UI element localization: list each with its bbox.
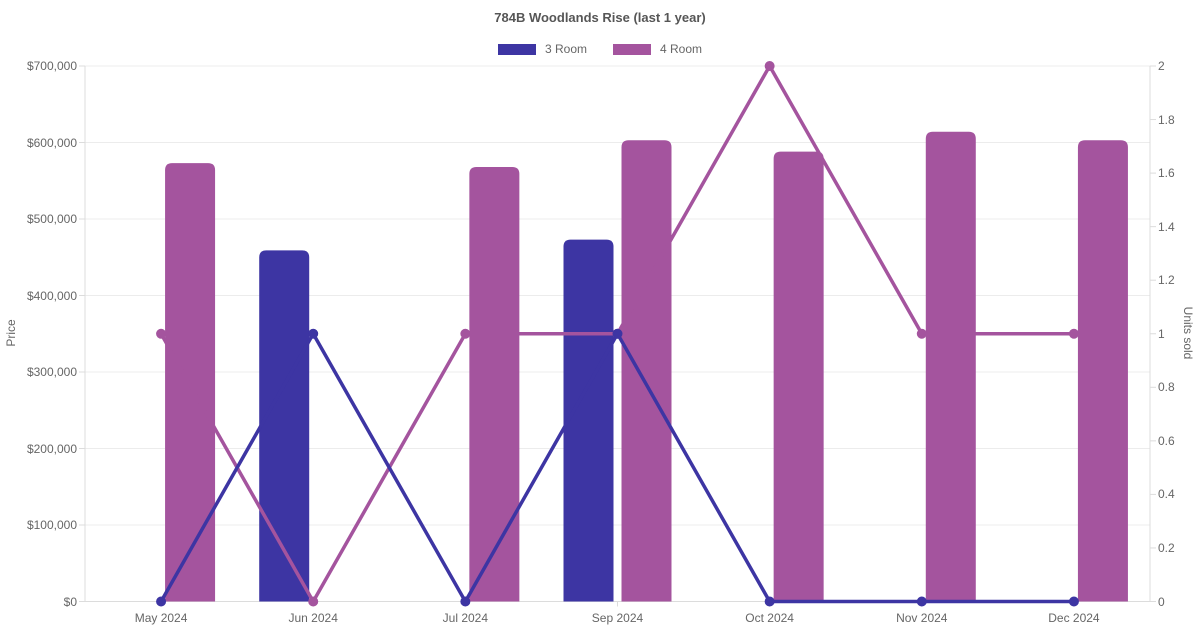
chart-title: 784B Woodlands Rise (last 1 year) <box>494 10 706 25</box>
y-left-tick-label: $500,000 <box>26 212 77 226</box>
y-right-tick-label: 1.4 <box>1158 219 1175 234</box>
y-left-tick-label: $200,000 <box>26 441 77 456</box>
y-left-tick-label: $100,000 <box>26 518 77 532</box>
legend-label-3-room: 3 Room <box>544 42 587 56</box>
y-right-tick-label: 1.6 <box>1158 166 1175 181</box>
x-tick-label: May 2024 <box>134 611 188 625</box>
bar-4-room-oct-2024 <box>773 151 824 602</box>
x-tick-label: Jun 2024 <box>288 611 338 625</box>
x-tick-label: Oct 2024 <box>745 611 794 625</box>
point-4-room-dec-2024 <box>1068 328 1079 339</box>
legend-swatch-4-room <box>613 43 651 55</box>
x-tick-label: Dec 2024 <box>1048 611 1100 625</box>
bar-3-room-jun-2024 <box>259 250 310 602</box>
y-right-tick-label: 0.8 <box>1158 380 1175 395</box>
y-left-tick-label: $300,000 <box>26 365 77 379</box>
y-right-tick-label: 0.2 <box>1158 540 1175 555</box>
y-right-tick-label: 0 <box>1158 594 1165 609</box>
y-left-tick-label: $700,000 <box>26 59 77 73</box>
x-tick-label: Jul 2024 <box>442 611 489 625</box>
x-tick-label: Nov 2024 <box>896 611 948 625</box>
y-left-tick-label: $0 <box>63 594 77 609</box>
point-3-room-jun-2024 <box>308 328 319 339</box>
legend-item-4-room[interactable]: 4 Room <box>613 42 702 56</box>
y-right-tick-label: 1 <box>1158 326 1165 341</box>
bar-4-room-jul-2024 <box>469 166 520 602</box>
point-3-room-nov-2024 <box>916 596 927 607</box>
legend-item-3-room[interactable]: 3 Room <box>497 42 587 56</box>
legend-swatch-3-room <box>497 43 536 55</box>
bar-4-room-nov-2024 <box>925 131 976 602</box>
point-4-room-oct-2024 <box>764 61 775 71</box>
y-left-tick-label: $400,000 <box>26 288 77 303</box>
point-3-room-sep-2024 <box>612 328 623 339</box>
point-3-room-may-2024 <box>156 596 167 607</box>
point-3-room-oct-2024 <box>764 596 775 607</box>
point-4-room-jul-2024 <box>460 328 471 339</box>
point-3-room-jul-2024 <box>460 596 471 607</box>
y-left-tick-label: $600,000 <box>26 135 77 150</box>
legend: 3 Room 4 Room <box>0 42 1200 56</box>
bar-4-room-sep-2024 <box>621 140 672 602</box>
x-tick-label: Sep 2024 <box>591 611 644 625</box>
y-right-tick-label: 1.8 <box>1158 112 1175 127</box>
y-right-tick-label: 1.2 <box>1158 273 1175 288</box>
point-4-room-nov-2024 <box>916 328 927 339</box>
y-right-tick-label: 0.4 <box>1158 487 1175 502</box>
point-4-room-jun-2024 <box>308 596 319 607</box>
bar-3-room-sep-2024 <box>563 239 614 602</box>
point-3-room-dec-2024 <box>1068 596 1079 607</box>
legend-label-4-room: 4 Room <box>660 42 703 56</box>
y-right-tick-label: 2 <box>1158 59 1165 73</box>
y-right-tick-label: 0.6 <box>1158 433 1175 448</box>
point-4-room-may-2024 <box>156 328 167 339</box>
bar-4-room-dec-2024 <box>1077 140 1128 602</box>
